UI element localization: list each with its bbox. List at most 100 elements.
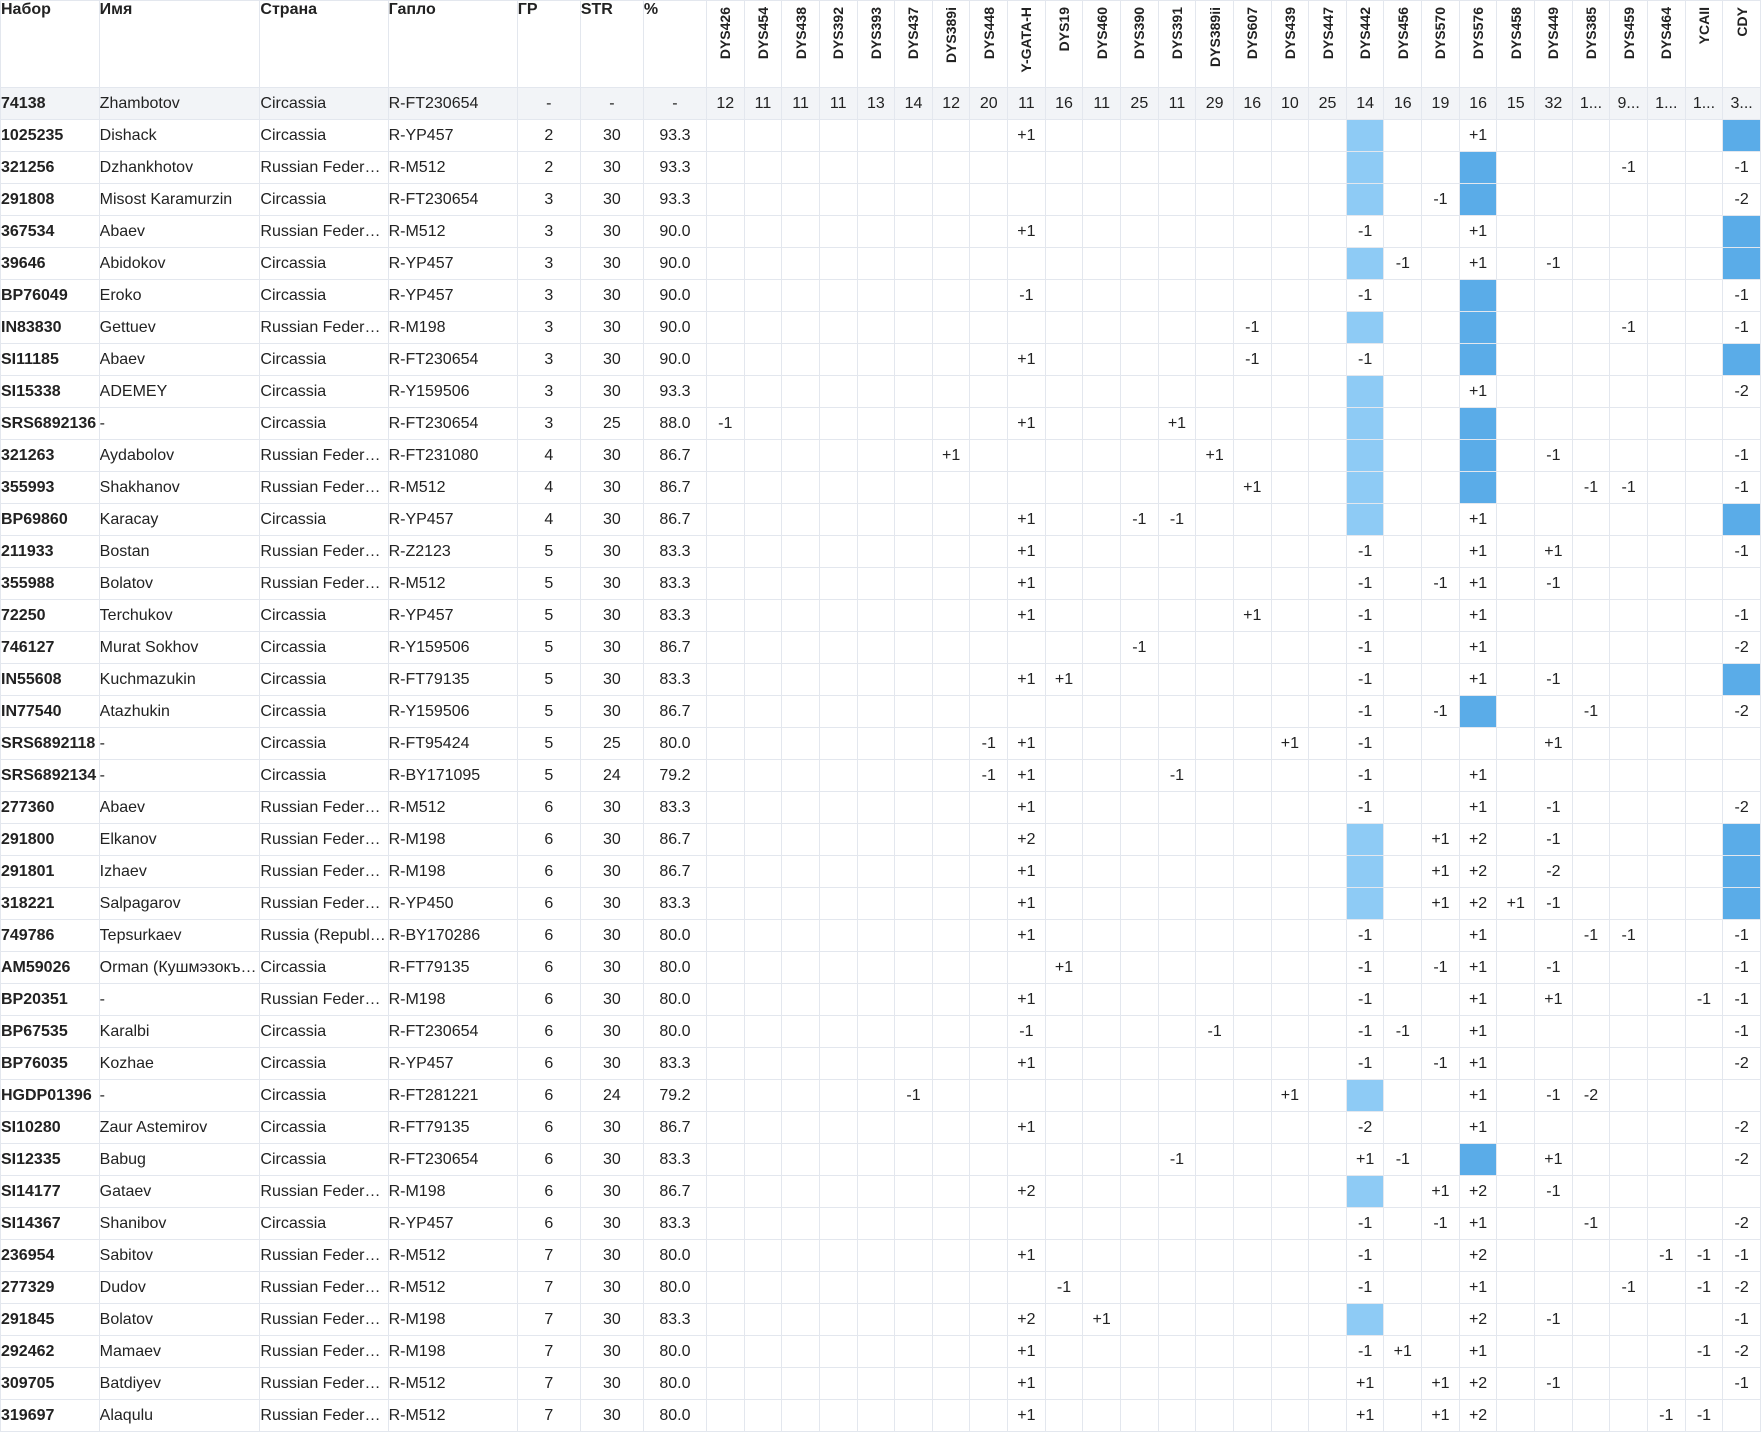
header-haplo[interactable]: Гапло xyxy=(387,0,518,88)
kit-link[interactable]: 39646 xyxy=(0,247,100,280)
marker-header-dys449[interactable]: DYS449 xyxy=(1534,0,1573,88)
kit-link[interactable]: 355993 xyxy=(0,471,100,504)
haplogroup-link[interactable]: R-Y159506 xyxy=(387,375,518,408)
haplogroup-link[interactable]: R-M198 xyxy=(387,1175,518,1208)
kit-link[interactable]: BP67535 xyxy=(0,1015,100,1048)
kit-link[interactable]: SI14177 xyxy=(0,1175,100,1208)
kit-link[interactable]: BP20351 xyxy=(0,983,100,1016)
kit-link[interactable]: 1025235 xyxy=(0,119,100,152)
haplogroup-link[interactable]: R-M512 xyxy=(387,151,518,184)
kit-link[interactable]: IN55608 xyxy=(0,663,100,696)
marker-header-dys458[interactable]: DYS458 xyxy=(1496,0,1536,88)
marker-header-dys454[interactable]: DYS454 xyxy=(743,0,783,88)
haplogroup-link[interactable]: R-FT230654 xyxy=(387,87,518,120)
haplogroup-link[interactable]: R-BY170286 xyxy=(387,919,518,952)
kit-link[interactable]: 746127 xyxy=(0,631,100,664)
haplogroup-link[interactable]: R-FT230654 xyxy=(387,1015,518,1048)
haplogroup-link[interactable]: R-M198 xyxy=(387,823,518,856)
haplogroup-link[interactable]: R-FT95424 xyxy=(387,727,518,760)
marker-header-dys439[interactable]: DYS439 xyxy=(1270,0,1310,88)
marker-header-dys389ii[interactable]: DYS389ii xyxy=(1195,0,1234,88)
haplogroup-link[interactable]: R-M512 xyxy=(387,215,518,248)
marker-header-dys391[interactable]: DYS391 xyxy=(1157,0,1197,88)
kit-link[interactable]: SRS6892136 xyxy=(0,407,100,440)
kit-link[interactable]: 292462 xyxy=(0,1335,100,1368)
haplogroup-link[interactable]: R-FT231080 xyxy=(387,439,518,472)
haplogroup-link[interactable]: R-FT230654 xyxy=(387,1143,518,1176)
haplogroup-link[interactable]: R-YP457 xyxy=(387,1047,518,1080)
haplogroup-link[interactable]: R-YP457 xyxy=(387,247,518,280)
marker-header-dys438[interactable]: DYS438 xyxy=(781,0,820,88)
haplogroup-link[interactable]: R-FT79135 xyxy=(387,951,518,984)
marker-header-dys426[interactable]: DYS426 xyxy=(705,0,745,88)
kit-link[interactable]: BP76049 xyxy=(0,279,100,312)
haplogroup-link[interactable]: R-YP457 xyxy=(387,503,518,536)
haplogroup-link[interactable]: R-M512 xyxy=(387,1367,518,1400)
kit-link[interactable]: SI10280 xyxy=(0,1111,100,1144)
haplogroup-link[interactable]: R-FT230654 xyxy=(387,183,518,216)
haplogroup-link[interactable]: R-M198 xyxy=(387,983,518,1016)
kit-link[interactable]: 309705 xyxy=(0,1367,100,1400)
kit-link[interactable]: SI12335 xyxy=(0,1143,100,1176)
haplogroup-link[interactable]: R-M512 xyxy=(387,791,518,824)
marker-header-ycaii[interactable]: YCAII xyxy=(1684,0,1724,88)
marker-header-dys460[interactable]: DYS460 xyxy=(1082,0,1121,88)
haplogroup-link[interactable]: R-M198 xyxy=(387,1303,518,1336)
kit-link[interactable]: SRS6892134 xyxy=(0,759,100,792)
kit-link[interactable]: IN77540 xyxy=(0,695,100,728)
marker-header-dys393[interactable]: DYS393 xyxy=(856,0,896,88)
marker-header-dys464[interactable]: DYS464 xyxy=(1646,0,1686,88)
haplogroup-link[interactable]: R-YP450 xyxy=(387,887,518,920)
kit-link[interactable]: 749786 xyxy=(0,919,100,952)
haplogroup-link[interactable]: R-YP457 xyxy=(387,599,518,632)
header-str[interactable]: STR xyxy=(579,0,644,88)
kit-link[interactable]: SI11185 xyxy=(0,343,100,376)
marker-header-dys576[interactable]: DYS576 xyxy=(1458,0,1498,88)
marker-header-dys437[interactable]: DYS437 xyxy=(894,0,933,88)
haplogroup-link[interactable]: R-M198 xyxy=(387,1335,518,1368)
haplogroup-link[interactable]: R-FT230654 xyxy=(387,407,518,440)
kit-link[interactable]: 277329 xyxy=(0,1271,100,1304)
marker-header-dys448[interactable]: DYS448 xyxy=(969,0,1009,88)
kit-link[interactable]: 321263 xyxy=(0,439,100,472)
haplogroup-link[interactable]: R-YP457 xyxy=(387,1207,518,1240)
haplogroup-link[interactable]: R-FT79135 xyxy=(387,663,518,696)
header-kit[interactable]: Набор xyxy=(0,0,100,88)
kit-link[interactable]: 291845 xyxy=(0,1303,100,1336)
kit-link[interactable]: 277360 xyxy=(0,791,100,824)
kit-link[interactable]: 236954 xyxy=(0,1239,100,1272)
kit-link[interactable]: 291801 xyxy=(0,855,100,888)
haplogroup-link[interactable]: R-YP457 xyxy=(387,279,518,312)
haplogroup-link[interactable]: R-M198 xyxy=(387,855,518,888)
kit-link[interactable]: BP69860 xyxy=(0,503,100,536)
haplogroup-link[interactable]: R-Z2123 xyxy=(387,535,518,568)
kit-link[interactable]: SRS6892118 xyxy=(0,727,100,760)
kit-link[interactable]: IN83830 xyxy=(0,311,100,344)
kit-link[interactable]: 211933 xyxy=(0,535,100,568)
haplogroup-link[interactable]: R-YP457 xyxy=(387,119,518,152)
marker-header-dys19[interactable]: DYS19 xyxy=(1044,0,1084,88)
marker-header-dys385[interactable]: DYS385 xyxy=(1571,0,1611,88)
kit-link[interactable]: BP76035 xyxy=(0,1047,100,1080)
haplogroup-link[interactable]: R-BY171095 xyxy=(387,759,518,792)
haplogroup-link[interactable]: R-FT281221 xyxy=(387,1079,518,1112)
marker-header-dys570[interactable]: DYS570 xyxy=(1421,0,1460,88)
header-name[interactable]: Имя xyxy=(98,0,261,88)
haplogroup-link[interactable]: R-M512 xyxy=(387,567,518,600)
header-country[interactable]: Страна xyxy=(259,0,389,88)
kit-link[interactable]: HGDP01396 xyxy=(0,1079,100,1112)
haplogroup-link[interactable]: R-FT230654 xyxy=(387,343,518,376)
header-gd[interactable]: ГР xyxy=(516,0,581,88)
haplogroup-link[interactable]: R-Y159506 xyxy=(387,631,518,664)
marker-header-dys607[interactable]: DYS607 xyxy=(1232,0,1272,88)
header-pct[interactable]: % xyxy=(642,0,707,88)
kit-link[interactable]: 291800 xyxy=(0,823,100,856)
kit-link[interactable]: 367534 xyxy=(0,215,100,248)
haplogroup-link[interactable]: R-M198 xyxy=(387,311,518,344)
marker-header-dys392[interactable]: DYS392 xyxy=(818,0,858,88)
marker-header-dys456[interactable]: DYS456 xyxy=(1383,0,1423,88)
haplogroup-link[interactable]: R-M512 xyxy=(387,471,518,504)
kit-link[interactable]: SI14367 xyxy=(0,1207,100,1240)
haplogroup-link[interactable]: R-M512 xyxy=(387,1239,518,1272)
marker-header-dys442[interactable]: DYS442 xyxy=(1345,0,1385,88)
